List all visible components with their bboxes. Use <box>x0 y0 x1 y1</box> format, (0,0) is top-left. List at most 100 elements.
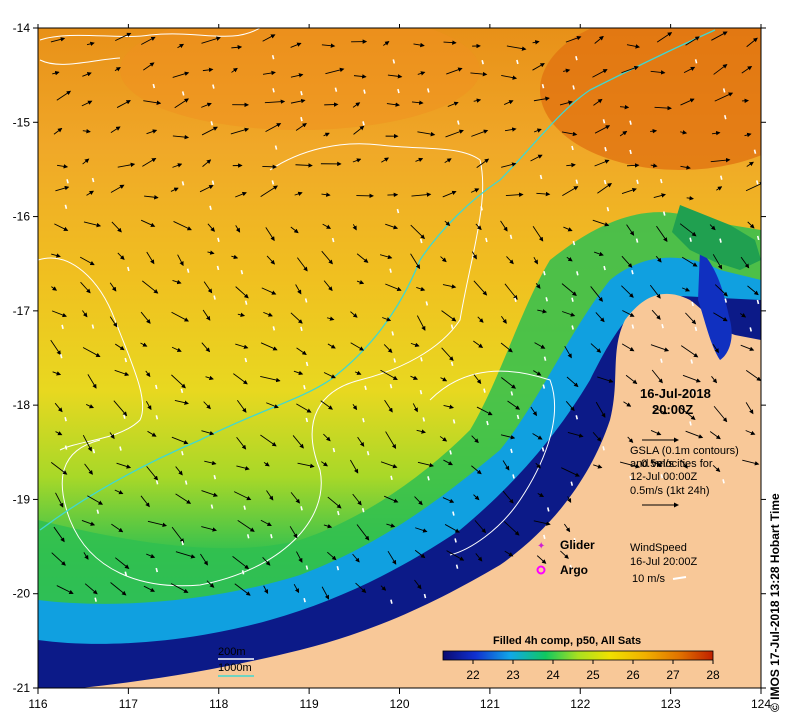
velocity-arrow <box>383 495 399 503</box>
velocity-arrow <box>117 162 136 168</box>
colorbar-ticks: 22 23 24 25 26 27 28 <box>466 660 720 682</box>
velocity-arrow <box>327 551 337 561</box>
velocity-arrow <box>446 67 463 75</box>
velocity-arrow <box>414 549 426 559</box>
velocity-arrow <box>290 492 301 504</box>
velocity-arrow <box>82 158 90 165</box>
wind-barb <box>241 570 245 575</box>
velocity-arrow <box>532 63 545 71</box>
velocity-arrow <box>201 526 218 532</box>
velocity-arrow <box>595 312 605 323</box>
velocity-arrow <box>109 282 117 292</box>
wind-legend: WindSpeed 16-Jul 20:00Z 10 m/s <box>630 542 698 585</box>
x-tick-label: 116 <box>28 697 47 711</box>
wind-barb <box>457 120 460 125</box>
velocity-arrow <box>537 309 548 314</box>
velocity-arrow <box>380 461 398 469</box>
wind-barb <box>123 414 126 419</box>
warm-water-patch <box>540 28 761 170</box>
velocity-arrow <box>386 523 396 528</box>
velocity-arrow <box>680 98 695 106</box>
velocity-arrow <box>685 36 700 46</box>
wind-barb <box>246 534 250 539</box>
velocity-arrow <box>530 154 543 162</box>
wind-barb <box>124 357 128 363</box>
velocity-arrow <box>621 187 637 194</box>
velocity-arrow <box>417 131 436 137</box>
velocity-arrow <box>293 583 300 594</box>
velocity-arrow <box>231 45 243 50</box>
wind-barb <box>546 507 550 512</box>
velocity-arrow <box>266 402 279 409</box>
wind-barb <box>756 235 760 241</box>
colorbar-tick-label: 28 <box>706 668 720 682</box>
velocity-arrow-field <box>50 31 761 604</box>
wind-barb <box>300 90 303 96</box>
velocity-arrow <box>170 583 189 593</box>
velocity-arrow <box>533 128 542 133</box>
wind-barb <box>390 599 393 604</box>
wind-barb <box>212 84 215 89</box>
velocity-arrow <box>745 402 754 415</box>
velocity-arrow <box>711 376 718 384</box>
wind-barb <box>362 418 365 423</box>
velocity-arrow <box>444 220 451 227</box>
velocity-arrow <box>622 310 635 317</box>
wind-barb <box>541 83 545 89</box>
wind-barb <box>270 534 273 539</box>
wind-barb <box>604 146 607 152</box>
velocity-arrow <box>206 580 215 588</box>
wind-barb <box>571 297 574 302</box>
depth-legend: 200m 1000m <box>218 646 254 677</box>
velocity-arrow <box>627 436 634 444</box>
velocity-arrow <box>143 62 155 71</box>
velocity-arrow <box>356 524 370 541</box>
land-mass[interactable] <box>80 293 761 688</box>
velocity-arrow <box>714 92 734 102</box>
wind-barb <box>216 265 220 271</box>
velocity-arrow <box>532 226 544 242</box>
wind-barb <box>127 266 130 272</box>
velocity-arrow <box>595 401 606 418</box>
velocity-arrow <box>201 126 218 136</box>
velocity-arrow <box>53 526 65 543</box>
velocity-arrow <box>80 281 91 294</box>
velocity-arrow <box>289 526 298 539</box>
velocity-arrow <box>260 185 278 197</box>
velocity-arrow <box>471 251 477 260</box>
velocity-arrow <box>81 519 96 526</box>
wind-barb <box>573 537 577 543</box>
velocity-arrow <box>535 462 541 469</box>
wind-barb <box>689 421 692 426</box>
velocity-arrow <box>593 464 603 469</box>
velocity-arrow <box>414 579 422 590</box>
velocity-arrow <box>354 370 362 375</box>
wind-barb <box>425 301 429 306</box>
velocity-arrow <box>475 553 483 562</box>
velocity-arrow <box>140 495 150 508</box>
wind-barb <box>510 391 514 396</box>
wind-barb <box>602 119 606 124</box>
velocity-arrow <box>502 460 510 471</box>
velocity-arrow <box>532 40 540 45</box>
wind-barb <box>64 204 68 209</box>
velocity-arrow <box>474 520 487 534</box>
velocity-arrow <box>55 431 63 436</box>
wind-barb <box>66 179 69 184</box>
wind-barb <box>629 120 632 125</box>
velocity-arrow <box>199 185 214 193</box>
velocity-arrow <box>709 431 721 440</box>
wind-barb <box>572 85 575 90</box>
velocity-arrow <box>530 406 538 417</box>
velocity-arrow <box>143 100 162 105</box>
wind-barb <box>331 237 335 243</box>
velocity-arrow <box>654 105 672 111</box>
velocity-arrow <box>566 162 576 168</box>
x-tick-label: 119 <box>300 697 319 711</box>
velocity-arrow <box>534 342 546 349</box>
wind-barb <box>217 237 220 243</box>
velocity-arrow <box>51 552 66 566</box>
velocity-arrow <box>593 251 604 257</box>
velocity-arrow <box>265 227 275 242</box>
wind-barb <box>542 384 546 389</box>
